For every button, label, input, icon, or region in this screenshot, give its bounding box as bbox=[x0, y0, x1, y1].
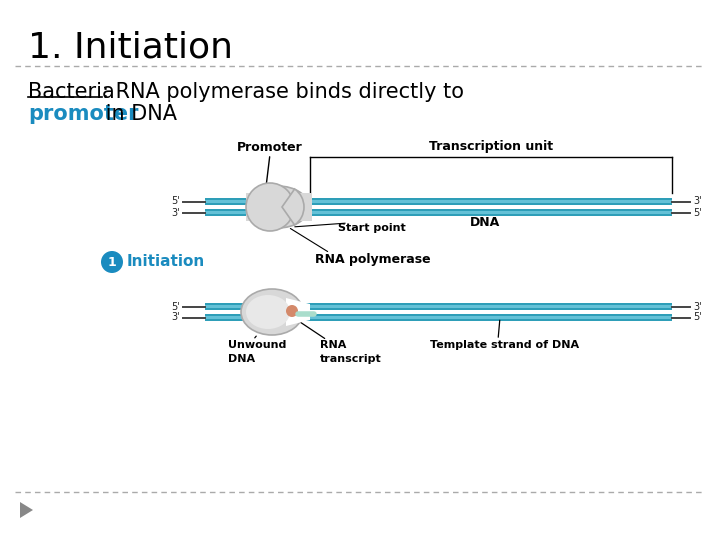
Circle shape bbox=[101, 251, 123, 273]
Text: 1. Initiation: 1. Initiation bbox=[28, 30, 233, 64]
Ellipse shape bbox=[246, 295, 290, 329]
Bar bbox=[246, 200, 310, 203]
Bar bbox=[246, 193, 312, 221]
Polygon shape bbox=[286, 298, 310, 326]
Text: 3': 3' bbox=[693, 197, 701, 206]
Text: 5': 5' bbox=[171, 197, 180, 206]
Text: 3': 3' bbox=[171, 207, 180, 218]
Bar bbox=[286, 316, 314, 319]
Text: : RNA polymerase binds directly to: : RNA polymerase binds directly to bbox=[102, 82, 464, 102]
Polygon shape bbox=[20, 502, 33, 518]
Circle shape bbox=[246, 183, 294, 231]
Text: Bacteria: Bacteria bbox=[28, 82, 114, 102]
Bar bbox=[205, 209, 672, 216]
Text: RNA: RNA bbox=[320, 340, 346, 350]
Bar bbox=[205, 198, 672, 205]
Text: 3': 3' bbox=[693, 301, 701, 312]
Text: RNA polymerase: RNA polymerase bbox=[315, 253, 431, 266]
Text: Transcription unit: Transcription unit bbox=[429, 140, 553, 153]
Text: 5': 5' bbox=[171, 301, 180, 312]
Text: Template strand of DNA: Template strand of DNA bbox=[430, 340, 579, 350]
Text: promoter: promoter bbox=[28, 104, 138, 124]
Bar bbox=[246, 198, 310, 205]
Text: 5': 5' bbox=[693, 207, 702, 218]
Text: DNA: DNA bbox=[470, 216, 500, 229]
Ellipse shape bbox=[247, 186, 309, 228]
Bar bbox=[205, 200, 672, 203]
Text: DNA: DNA bbox=[228, 354, 255, 364]
Bar bbox=[205, 316, 672, 319]
Bar bbox=[286, 306, 314, 308]
Bar bbox=[286, 314, 314, 321]
Text: transcript: transcript bbox=[320, 354, 382, 364]
Circle shape bbox=[286, 305, 298, 317]
Bar bbox=[246, 212, 310, 214]
Bar bbox=[205, 303, 672, 310]
Text: Promoter: Promoter bbox=[237, 141, 303, 154]
Bar bbox=[246, 209, 310, 216]
Text: 3': 3' bbox=[171, 313, 180, 322]
Text: Start point: Start point bbox=[338, 223, 406, 233]
Wedge shape bbox=[282, 189, 304, 225]
Ellipse shape bbox=[241, 289, 303, 335]
Bar bbox=[286, 303, 314, 310]
Bar bbox=[205, 212, 672, 214]
Text: 5': 5' bbox=[693, 313, 702, 322]
Bar bbox=[205, 314, 672, 321]
Bar bbox=[205, 306, 672, 308]
Text: Initiation: Initiation bbox=[127, 254, 205, 269]
Text: 1: 1 bbox=[107, 255, 117, 268]
Text: in DNA: in DNA bbox=[99, 104, 177, 124]
Text: Unwound: Unwound bbox=[228, 340, 287, 350]
